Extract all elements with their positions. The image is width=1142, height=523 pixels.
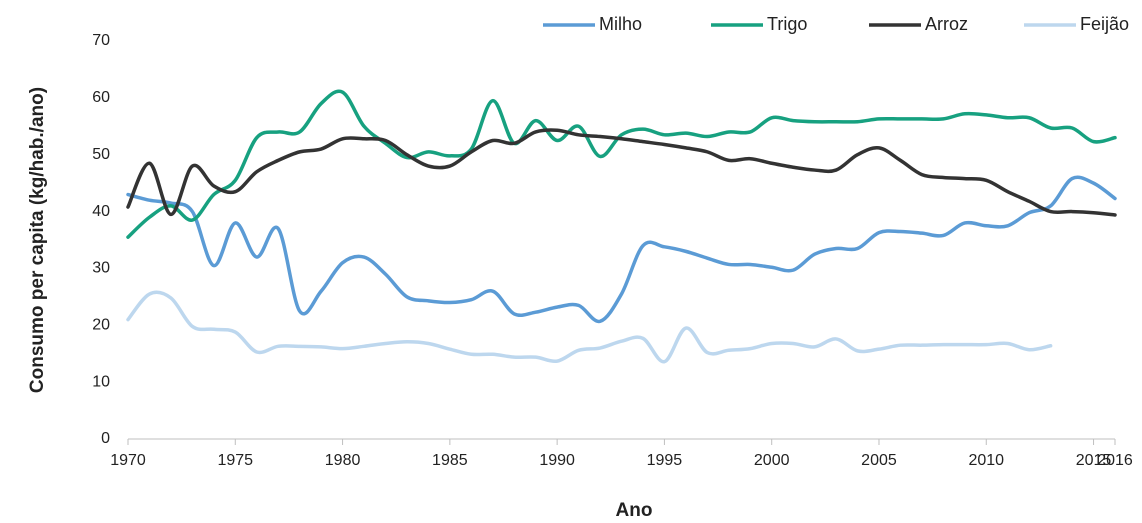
x-tick-label: 2010 <box>968 452 1004 469</box>
y-tick-label: 50 <box>92 146 110 163</box>
y-tick-label: 70 <box>92 32 110 49</box>
x-tick-label: 2016 <box>1097 452 1133 469</box>
x-tick-label: 1985 <box>432 452 468 469</box>
x-tick-label: 2005 <box>861 452 897 469</box>
legend-label: Arroz <box>925 14 968 34</box>
y-tick-label: 60 <box>92 89 110 106</box>
legend-label: Feijão <box>1080 14 1129 34</box>
x-tick-label: 1975 <box>217 452 253 469</box>
x-tick-label: 2000 <box>754 452 790 469</box>
y-tick-label: 20 <box>92 317 110 334</box>
y-tick-label: 40 <box>92 203 110 220</box>
x-tick-label: 2015 <box>1076 452 1112 469</box>
series-line <box>126 128 1117 217</box>
series-line <box>126 175 1117 324</box>
legend-label: Trigo <box>767 14 807 34</box>
y-tick-label: 10 <box>92 373 110 390</box>
series-line <box>126 290 1053 364</box>
y-tick-label: 0 <box>101 430 110 447</box>
legend-label: Milho <box>599 14 642 34</box>
x-tick-label: 1970 <box>110 452 146 469</box>
x-axis-title: Ano <box>616 500 653 521</box>
y-tick-label: 30 <box>92 260 110 277</box>
x-tick-label: 1980 <box>325 452 361 469</box>
x-tick-label: 1995 <box>647 452 683 469</box>
x-tick-label: 1990 <box>539 452 575 469</box>
series-line <box>126 89 1117 239</box>
y-axis-title: Consumo per capita (kg/hab./ano) <box>27 87 48 393</box>
